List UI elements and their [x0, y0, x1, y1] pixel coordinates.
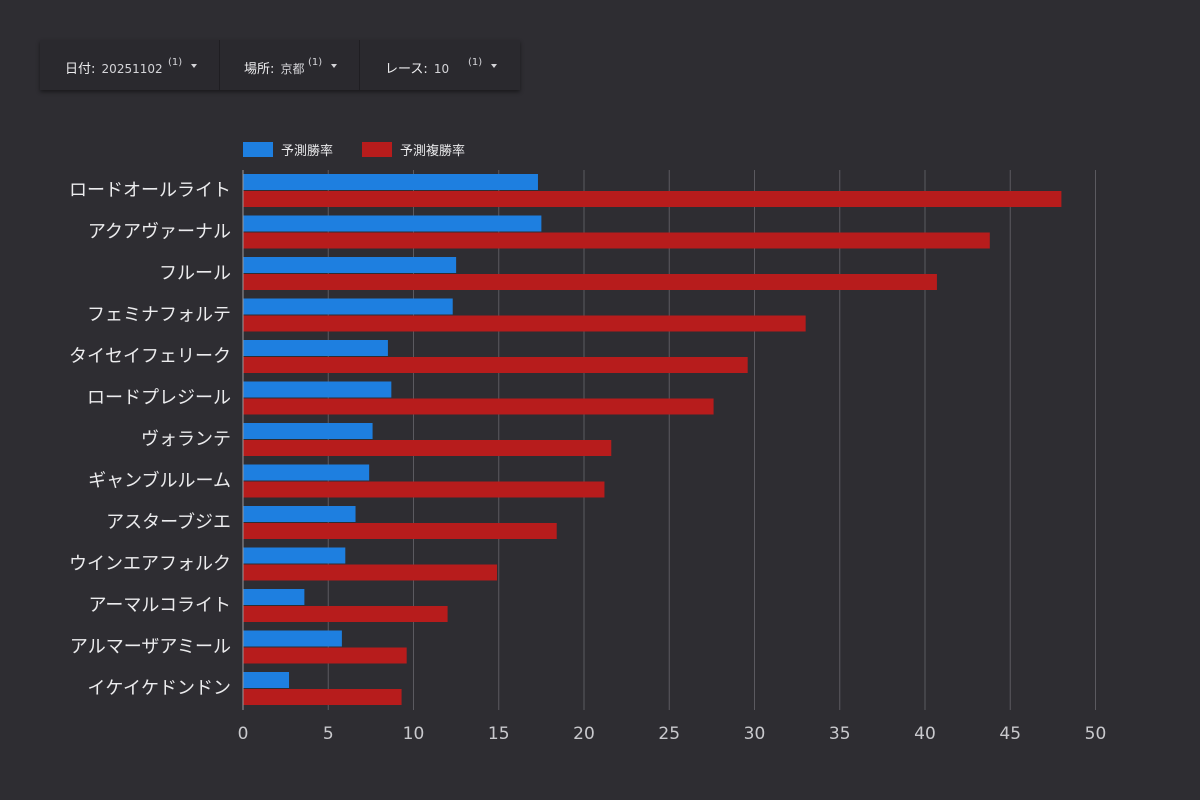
- x-tick-label: 30: [744, 724, 766, 744]
- place-filter-label: 場所: 京都: [244, 62, 305, 77]
- win-rate-bar: [243, 257, 457, 273]
- y-category-label: ヴォランテ: [141, 429, 231, 450]
- y-category-label: フェミナフォルテ: [87, 305, 231, 326]
- y-category-label: イケイケドンドン: [87, 678, 231, 699]
- legend-swatch-place-rate: [362, 142, 392, 157]
- place-rate-bar: [243, 191, 1062, 207]
- x-tick-label: 15: [488, 724, 510, 744]
- place-rate-bar: [243, 523, 557, 539]
- place-rate-bar: [243, 232, 990, 249]
- legend-item-win-rate[interactable]: 予測勝率: [243, 140, 333, 159]
- date-filter-label: 日付: 20251102: [65, 62, 163, 77]
- race-filter[interactable]: レース: 10 (1): [360, 40, 520, 90]
- dropdown-caret-icon: [191, 64, 197, 68]
- y-category-label: タイセイフェリーク: [69, 346, 231, 367]
- y-category-label: ロードプレジール: [87, 388, 231, 409]
- place-filter[interactable]: 場所: 京都 (1): [220, 40, 360, 90]
- win-rate-bar: [243, 423, 373, 439]
- place-rate-bar: [243, 564, 498, 581]
- place-filter-count: (1): [308, 57, 323, 68]
- legend-label-win-rate: 予測勝率: [281, 144, 334, 159]
- y-category-label: アクアヴァーナル: [88, 222, 231, 243]
- win-rate-bar: [243, 381, 392, 398]
- y-category-label: ギャンブルルーム: [88, 470, 231, 492]
- x-tick-label: 25: [658, 724, 680, 744]
- x-tick-label: 10: [403, 724, 425, 744]
- x-tick-label: 45: [999, 724, 1021, 744]
- x-tick-label: 40: [914, 724, 936, 744]
- win-rate-bar: [243, 630, 342, 647]
- win-rate-bar: [243, 298, 453, 315]
- place-rate-bar: [243, 440, 612, 456]
- legend-label-place-rate: 予測複勝率: [400, 144, 466, 159]
- filter-bar: 日付: 20251102 (1) 場所: 京都 (1) レース: 10 (1): [40, 40, 520, 90]
- y-category-label: アーマルコライト: [88, 595, 231, 616]
- y-category-label: フルール: [159, 263, 231, 284]
- place-rate-bar: [243, 274, 937, 290]
- place-rate-bar: [243, 647, 407, 664]
- y-category-label: ウインエアフォルク: [69, 554, 231, 575]
- win-rate-bar: [243, 506, 356, 522]
- y-category-label: ロードオールライト: [69, 180, 231, 201]
- win-rate-bar: [243, 174, 538, 190]
- race-filter-label: レース: 10: [385, 62, 450, 77]
- y-category-label: アルマーザアミール: [70, 637, 231, 658]
- place-rate-bar: [243, 357, 748, 373]
- win-rate-bar: [243, 340, 388, 356]
- win-rate-bar: [243, 672, 290, 688]
- place-rate-bar: [243, 398, 714, 415]
- x-tick-label: 20: [573, 724, 595, 744]
- place-rate-bar: [243, 606, 448, 622]
- legend-item-place-rate[interactable]: 予測複勝率: [362, 140, 465, 159]
- win-rate-bar: [243, 215, 542, 232]
- x-tick-label: 35: [829, 724, 851, 744]
- place-rate-bar: [243, 315, 806, 332]
- x-tick-label: 0: [238, 724, 249, 744]
- y-category-label: アスターブジエ: [106, 511, 231, 533]
- date-filter-count: (1): [168, 57, 183, 68]
- dropdown-caret-icon: [331, 64, 337, 68]
- win-rate-bar: [243, 589, 305, 605]
- legend-swatch-win-rate: [243, 142, 273, 157]
- race-filter-count: (1): [468, 57, 483, 68]
- place-rate-bar: [243, 689, 402, 705]
- x-tick-label: 50: [1085, 724, 1107, 744]
- win-rate-bar: [243, 547, 346, 564]
- x-tick-label: 5: [323, 724, 334, 744]
- dropdown-caret-icon: [491, 64, 497, 68]
- win-rate-bar: [243, 464, 370, 481]
- place-rate-bar: [243, 481, 605, 498]
- date-filter[interactable]: 日付: 20251102 (1): [40, 40, 220, 90]
